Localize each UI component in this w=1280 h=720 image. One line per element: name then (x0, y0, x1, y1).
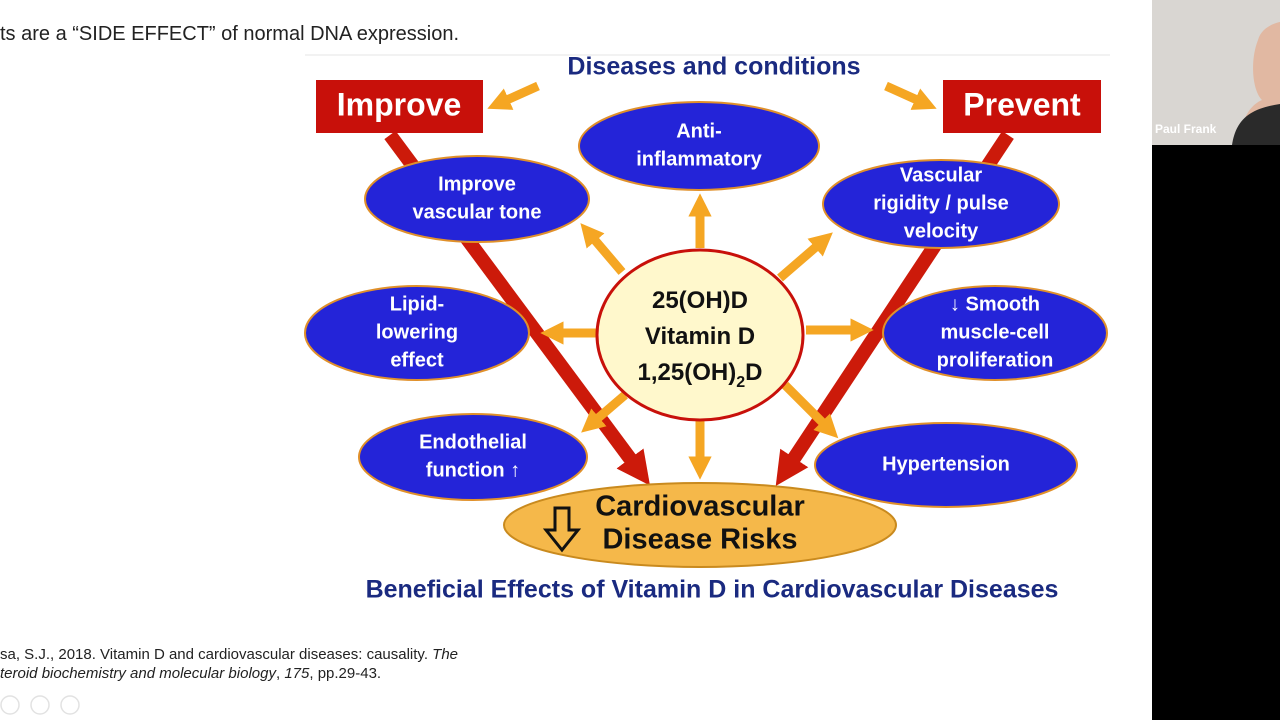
node-ellipse (364, 155, 590, 243)
improve-label: Improve (337, 86, 461, 122)
citation-part: sa, S.J., 2018. Vitamin D and cardiovasc… (0, 646, 432, 663)
node-label: function ↑ (426, 459, 520, 481)
down-arrow-icon (542, 506, 582, 553)
nodes: Anti-inflammatory Improve vascular tone Vas… (304, 101, 1108, 508)
citation-part: The (432, 646, 458, 663)
node-label: Improve (438, 173, 516, 195)
center-text-part: D (745, 359, 762, 386)
node-ellipse (304, 285, 530, 381)
node-label: effect (390, 349, 444, 371)
slide-heading: ts are a “SIDE EFFECT” of normal DNA exp… (0, 23, 459, 45)
node-ellipse (882, 285, 1108, 381)
participant-shirt (1232, 104, 1280, 145)
node-label: lowering (376, 321, 458, 343)
arrow (781, 381, 839, 439)
outcome-line: Disease Risks (602, 524, 797, 556)
node-label: vascular tone (413, 201, 542, 223)
caption: Beneficial Effects of Vitamin D in Cardi… (366, 576, 1059, 604)
node-ellipse (578, 101, 820, 191)
node-ellipse (358, 413, 588, 501)
node-label: velocity (904, 220, 979, 242)
citation-part: , pp.29-43. (309, 665, 381, 682)
citation-line: teroid biochemistry and molecular biolog… (0, 665, 381, 682)
citation-part: teroid biochemistry and molecular biolog… (0, 665, 277, 682)
outcome-ellipse (503, 482, 897, 568)
center-text: 25(OH)D Vitamin D 1,25(OH)2D (638, 287, 763, 391)
node-label: inflammatory (636, 148, 762, 170)
control-button[interactable] (60, 695, 80, 715)
control-button[interactable] (0, 695, 20, 715)
node-label: Vascular (900, 164, 983, 186)
center-line: 1,25(OH)2D (638, 359, 763, 391)
arrow (777, 232, 833, 282)
citation-part: 175 (284, 665, 310, 682)
node-label: muscle-cell (941, 321, 1050, 343)
arrow (487, 81, 540, 110)
orange-arrows (487, 81, 937, 480)
citation-part: , (276, 665, 284, 682)
center-ellipse (595, 248, 805, 422)
node-label: Lipid- (390, 293, 444, 315)
control-button[interactable] (30, 695, 50, 715)
arrow (884, 81, 937, 110)
prevent-box (943, 80, 1101, 133)
node-label: ↓ Smooth (950, 293, 1040, 315)
center-line: Vitamin D (645, 323, 755, 350)
outcome-line: Cardiovascular (595, 491, 805, 523)
slide-controls[interactable] (0, 695, 80, 715)
top-label: Diseases and conditions (567, 53, 860, 81)
node-label: rigidity / pulse (873, 192, 1009, 214)
citation-line: sa, S.J., 2018. Vitamin D and cardiovasc… (0, 646, 458, 663)
prevent-label: Prevent (963, 86, 1081, 122)
node-label: proliferation (937, 349, 1054, 371)
improve-box (316, 80, 483, 133)
node-label: Anti- (676, 120, 722, 142)
center-line: 25(OH)D (652, 287, 748, 314)
node-label: Hypertension (882, 453, 1010, 475)
arrow (580, 223, 626, 275)
subscript: 2 (736, 374, 745, 391)
center-text-part: 1,25(OH) (638, 359, 737, 386)
node-label: Endothelial (419, 431, 527, 453)
participant-name: Paul Frank (1155, 122, 1217, 136)
arrow (581, 391, 628, 433)
node-ellipse (822, 159, 1060, 249)
node-ellipse (814, 422, 1078, 508)
